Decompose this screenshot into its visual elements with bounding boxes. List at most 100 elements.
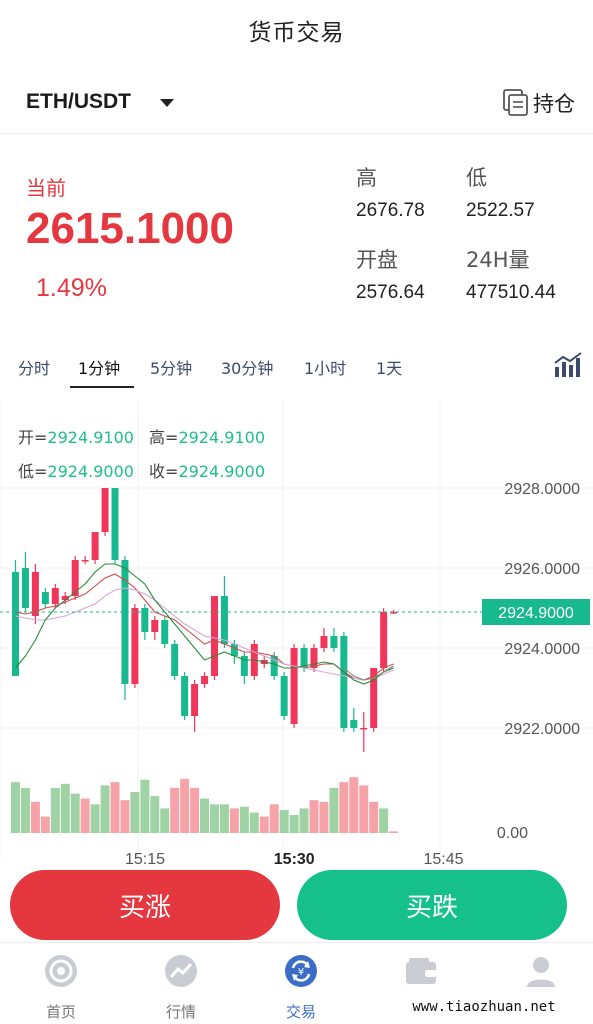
tab-1day[interactable]: 1天 (376, 359, 403, 378)
candle-body (230, 644, 238, 656)
ohlc-open-value: 2924.9100 (47, 428, 134, 447)
nav-trade[interactable]: ¥ 交易 (256, 947, 346, 1024)
caret-down-icon[interactable] (160, 99, 174, 107)
ohlc-row-2: 低=2924.9000 收=2924.9000 (18, 458, 275, 482)
volume-bar (229, 808, 239, 833)
volume-bar (219, 804, 229, 833)
y-tick-label: 2924.0000 (504, 641, 580, 658)
tab-1hour[interactable]: 1小时 (304, 359, 347, 378)
volume-bar (389, 831, 399, 833)
trade-exchange-icon: ¥ (285, 955, 317, 987)
volume-bar (50, 787, 60, 833)
volume-tick-label: 0.00 (497, 825, 528, 842)
candle-body (310, 648, 318, 668)
candle-body (71, 560, 79, 596)
candle-body (270, 656, 278, 676)
y-tick-label: 2922.0000 (504, 721, 580, 738)
open-label: 开盘 (356, 248, 398, 272)
volume-bar (40, 816, 50, 833)
user-icon (527, 957, 555, 987)
volume-bar (20, 787, 30, 833)
candle-body (31, 572, 39, 616)
ohlc-low-value: 2924.9000 (47, 462, 134, 481)
volume-bar (319, 801, 329, 833)
candle-body (171, 644, 179, 676)
candle-body (350, 720, 358, 728)
nav-profile[interactable] (496, 947, 586, 1024)
pair-selector[interactable]: ETH/USDT (26, 90, 131, 113)
volume-bar (200, 798, 210, 833)
volume-bar (289, 814, 299, 833)
candle-body (101, 488, 109, 532)
nav-market-label: 行情 (165, 1003, 196, 1021)
volume-bar (299, 808, 309, 833)
volume-bar (339, 782, 349, 833)
tab-timeline[interactable]: 分时 (18, 359, 51, 378)
candle-body (330, 636, 338, 648)
volume-bar (120, 800, 130, 833)
candle-body (290, 648, 298, 724)
candle-body (300, 648, 308, 668)
volume-bar (160, 808, 170, 833)
candle-body (91, 532, 99, 560)
interval-tabs: 分时 1分钟 5分钟 30分钟 1小时 1天 (0, 345, 593, 391)
svg-text:¥: ¥ (298, 967, 304, 978)
volume-bar (140, 779, 150, 833)
price-change: 1.49% (36, 274, 107, 302)
volume-bar (269, 804, 279, 833)
candle-body (61, 596, 69, 600)
volume-stat: 24H量 477510.44 (466, 244, 556, 304)
buy-up-button[interactable]: 买涨 (10, 870, 280, 940)
trade-buttons: 买涨 买跌 (0, 870, 593, 942)
buy-down-button[interactable]: 买跌 (297, 870, 567, 940)
pair-bar: ETH/USDT 持仓 (0, 72, 593, 134)
x-tick-label: 15:15 (125, 851, 165, 868)
position-label: 持仓 (533, 92, 575, 116)
nav-home[interactable]: 首页 (16, 947, 106, 1024)
ohlc-open-key: 开= (18, 428, 48, 447)
last-price-tag (482, 599, 590, 625)
current-price-label: 当前 (26, 176, 66, 200)
ohlc-low-key: 低= (18, 462, 48, 481)
candle-body (141, 608, 149, 632)
open-value: 2576.64 (356, 282, 425, 303)
volume-bar (110, 782, 120, 833)
tab-5min[interactable]: 5分钟 (150, 359, 193, 378)
current-price: 2615.1000 (26, 204, 234, 253)
nav-market[interactable]: 行情 (136, 947, 226, 1024)
candle-body (111, 488, 119, 560)
volume-bar (11, 782, 20, 833)
volume-bar (170, 787, 180, 833)
chart-type-icon[interactable] (553, 351, 585, 379)
kline-chart[interactable]: 开=2924.9100 高=2924.9100 低=2924.9000 收=29… (0, 400, 593, 870)
page-title: 货币交易 (248, 20, 345, 46)
candle-body (320, 636, 328, 648)
volume-bar (30, 801, 40, 833)
home-coin-icon (45, 955, 77, 987)
candle-body (81, 560, 89, 562)
volume-bar (90, 804, 100, 833)
candle-body (390, 612, 398, 614)
tab-30min[interactable]: 30分钟 (221, 359, 274, 378)
volume-bar (150, 796, 160, 833)
candle-body (201, 676, 209, 684)
volume-label: 24H量 (466, 248, 530, 272)
position-button[interactable]: 持仓 (503, 86, 575, 120)
candle-body (340, 636, 348, 728)
volume-bar (369, 801, 379, 833)
x-tick-label: 15:45 (423, 851, 463, 868)
candle-body (370, 668, 378, 728)
low-value: 2522.57 (466, 200, 535, 221)
ohlc-close-key: 收= (149, 462, 179, 481)
candle-body (191, 684, 199, 716)
watermark: www.tiaozhuan.net (384, 994, 584, 1020)
high-value: 2676.78 (356, 200, 425, 221)
candle-body (220, 596, 228, 644)
candle-body (181, 676, 189, 716)
candle-body (240, 656, 248, 676)
candle-body (380, 612, 388, 668)
price-summary: 当前 2615.1000 1.49% 高 2676.78 低 2522.57 开… (0, 140, 593, 340)
ma-line (15, 563, 394, 685)
tab-1min[interactable]: 1分钟 (78, 359, 121, 378)
nav-wallet[interactable] (376, 947, 466, 1024)
